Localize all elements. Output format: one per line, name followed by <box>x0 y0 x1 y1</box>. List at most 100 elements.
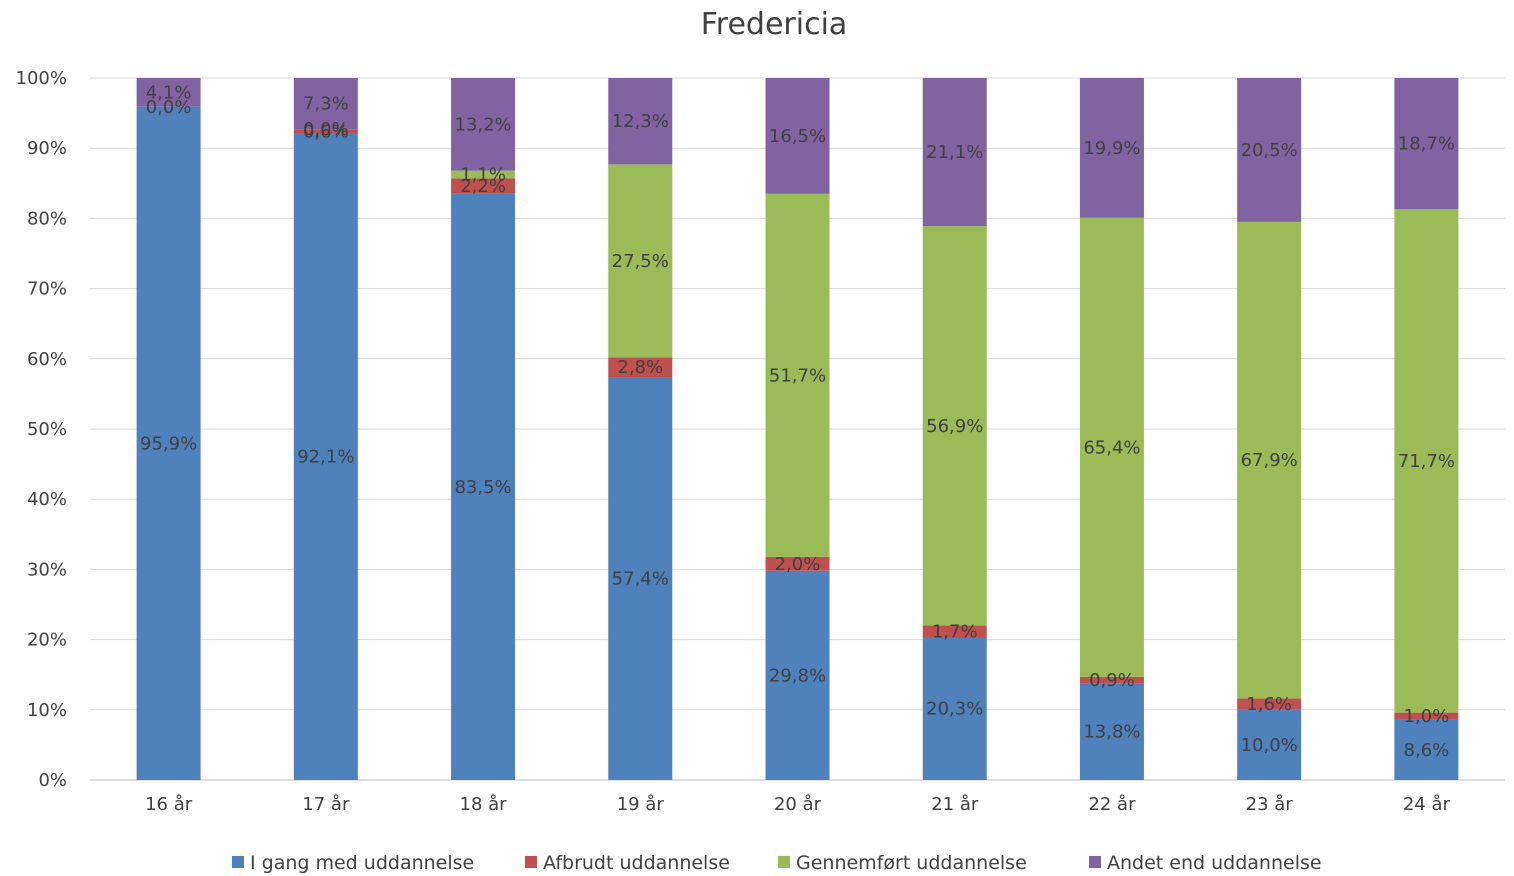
legend-swatch <box>778 856 790 868</box>
data-label: 83,5% <box>454 477 511 498</box>
data-label: 29,8% <box>769 665 826 686</box>
data-label: 65,4% <box>1083 437 1140 458</box>
bar-segment <box>1237 221 1302 699</box>
x-tick-label: 21 år <box>931 794 979 815</box>
x-tick-label: 18 år <box>460 794 508 815</box>
chart-title: Fredericia <box>701 7 848 42</box>
legend-swatch <box>232 856 244 868</box>
bar-segment <box>451 78 516 171</box>
y-tick-label: 90% <box>27 138 67 159</box>
data-label: 12,3% <box>612 111 669 132</box>
data-label: 21,1% <box>926 142 983 163</box>
data-labels: 95,9%0,0%4,1%92,1%0,6%0,0%7,3%83,5%2,2%1… <box>140 82 1455 760</box>
bar-segment <box>1394 712 1459 720</box>
x-tick-label: 19 år <box>617 794 665 815</box>
bar-segment <box>1079 78 1144 218</box>
x-tick-label: 17 år <box>302 794 350 815</box>
x-tick-label: 20 år <box>774 794 822 815</box>
bar-segment <box>922 226 987 626</box>
bar-segment <box>922 78 987 227</box>
legend-label: Andet end uddannelse <box>1107 852 1322 874</box>
data-label: 2,8% <box>617 357 663 378</box>
bar-segment <box>922 637 987 780</box>
bar-segment <box>608 164 673 358</box>
bar-segment <box>293 129 358 134</box>
y-tick-label: 40% <box>27 489 67 510</box>
y-tick-label: 0% <box>38 770 67 791</box>
x-axis: 16 år 17 år 18 år 19 år 20 år 21 år 22 år 23 år… <box>145 794 1450 815</box>
y-axis: 0% 10% 20% 30% 40% 50% 60% 70% 80% 90% 100% <box>16 68 67 791</box>
data-label: 67,9% <box>1241 450 1298 471</box>
bar-segment <box>765 193 830 557</box>
data-label: 1,0% <box>1404 706 1450 727</box>
x-tick-label: 16 år <box>145 794 193 815</box>
data-label: 2,2% <box>460 176 506 197</box>
data-label: 20,3% <box>926 699 983 720</box>
data-label: 95,9% <box>140 433 197 454</box>
legend-swatch <box>525 856 537 868</box>
bar-segment <box>1394 78 1459 210</box>
data-label: 1,1% <box>460 165 506 186</box>
bar-segment <box>1237 78 1302 222</box>
y-tick-label: 100% <box>16 68 67 89</box>
data-label: 0,9% <box>1089 670 1135 691</box>
y-tick-label: 80% <box>27 208 67 229</box>
bar-segment <box>765 556 830 571</box>
data-label: 7,3% <box>303 94 349 115</box>
data-label: 1,6% <box>1246 694 1292 715</box>
bar-segment <box>1394 719 1459 780</box>
bar-segment <box>1394 209 1459 713</box>
y-tick-label: 50% <box>27 419 67 440</box>
y-tick-label: 30% <box>27 559 67 580</box>
data-label: 16,5% <box>769 126 826 147</box>
x-tick-label: 23 år <box>1246 794 1294 815</box>
data-label: 27,5% <box>612 251 669 272</box>
y-tick-label: 20% <box>27 630 67 651</box>
data-label: 20,5% <box>1241 140 1298 161</box>
legend: I gang med uddannelse Afbrudt uddannelse G… <box>232 852 1322 874</box>
data-label: 10,0% <box>1241 735 1298 756</box>
bar-segment <box>451 170 516 179</box>
bar-segment <box>1079 217 1144 677</box>
data-label: 19,9% <box>1083 138 1140 159</box>
y-tick-label: 70% <box>27 279 67 300</box>
bar-segment <box>451 178 516 194</box>
data-label: 13,8% <box>1083 722 1140 743</box>
data-label: 0,0% <box>146 97 192 118</box>
data-label: 71,7% <box>1398 451 1455 472</box>
bar-segment <box>608 377 673 780</box>
bars <box>136 78 1459 781</box>
bar-segment <box>765 78 830 194</box>
data-label: 1,7% <box>932 622 978 643</box>
data-label: 8,6% <box>1404 740 1450 761</box>
data-label: 56,9% <box>926 416 983 437</box>
data-label: 0,6% <box>303 121 349 142</box>
x-tick-label: 22 år <box>1088 794 1136 815</box>
bar-segment <box>1237 709 1302 780</box>
legend-swatch <box>1089 856 1101 868</box>
bar-segment <box>136 106 201 781</box>
data-label: 57,4% <box>612 569 669 590</box>
bar-segment <box>608 78 673 165</box>
x-tick-label: 24 år <box>1403 794 1451 815</box>
bar-segment <box>1079 683 1144 780</box>
data-label: 0,0% <box>303 119 349 140</box>
bar-segment <box>293 133 358 780</box>
bar-segment <box>136 78 201 107</box>
bar-segment <box>922 625 987 638</box>
data-label: 13,2% <box>454 114 511 135</box>
data-label: 18,7% <box>1398 134 1455 155</box>
bar-segment <box>765 570 830 780</box>
bar-segment <box>1237 698 1302 710</box>
data-label: 92,1% <box>297 447 354 468</box>
legend-label: Gennemført uddannelse <box>796 852 1027 874</box>
bar-segment <box>293 78 358 130</box>
bar-segment <box>1079 676 1144 684</box>
y-tick-label: 60% <box>27 349 67 370</box>
legend-label: I gang med uddannelse <box>250 852 474 874</box>
y-tick-label: 10% <box>27 700 67 721</box>
legend-label: Afbrudt uddannelse <box>543 852 730 874</box>
bar-segment <box>608 357 673 378</box>
data-label: 51,7% <box>769 365 826 386</box>
